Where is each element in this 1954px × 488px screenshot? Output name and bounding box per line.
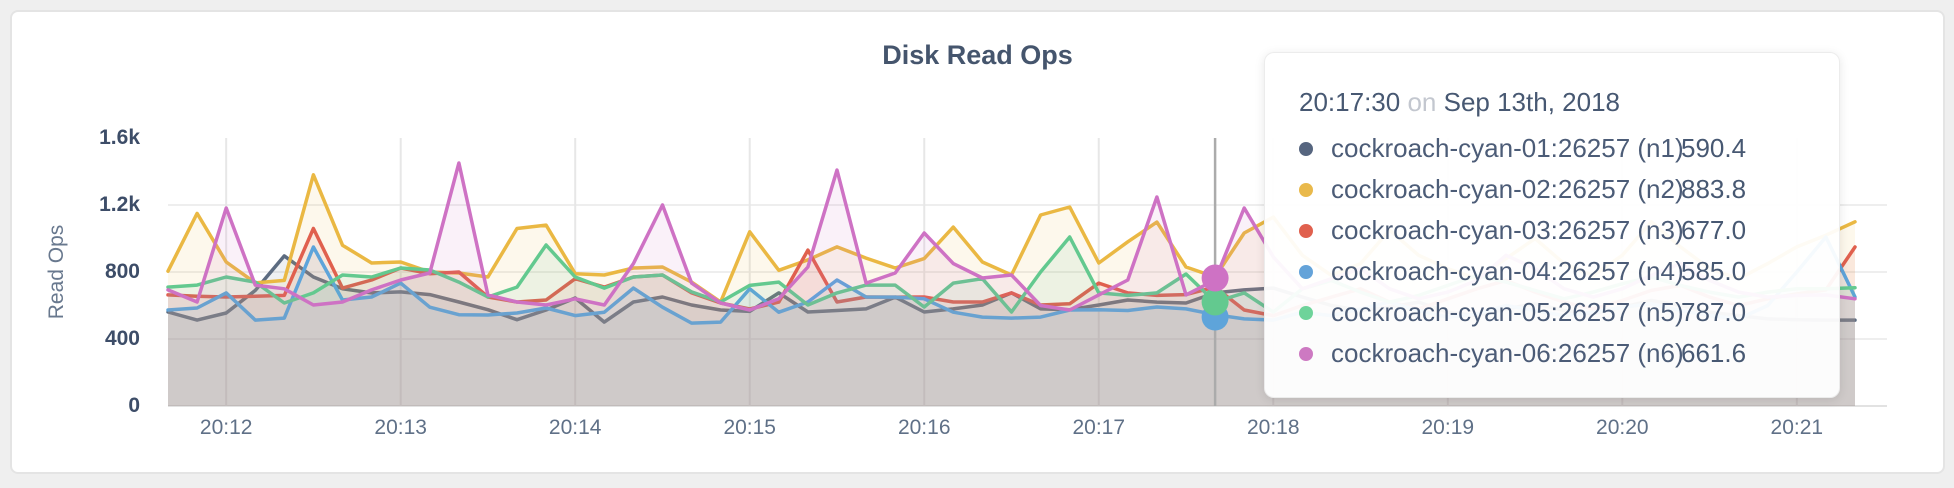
y-tick-label: 400 — [104, 327, 140, 350]
y-tick-label: 1.2k — [99, 193, 140, 216]
tooltip-series-row: cockroach-cyan-06:26257 (n6) 661.6 — [1299, 333, 1805, 374]
x-tick-label: 20:16 — [897, 416, 951, 439]
tooltip-series-row: cockroach-cyan-04:26257 (n4) 585.0 — [1299, 251, 1805, 292]
series-value: 787.0 — [1681, 297, 1747, 327]
x-tick-label: 20:21 — [1770, 416, 1824, 439]
y-tick-label: 1.6k — [99, 126, 140, 149]
tooltip-time: 20:17:30 — [1299, 87, 1401, 117]
series-name: cockroach-cyan-01:26257 (n1) — [1331, 133, 1684, 163]
series-color-dot — [1299, 305, 1313, 320]
tooltip-series-row: cockroach-cyan-02:26257 (n2) 883.8 — [1299, 169, 1805, 210]
series-name: cockroach-cyan-06:26257 (n6) — [1331, 338, 1684, 368]
series-color-dot — [1299, 141, 1313, 156]
tooltip-series-row: cockroach-cyan-01:26257 (n1) 590.4 — [1299, 128, 1805, 169]
tooltip-series-row: cockroach-cyan-03:26257 (n3) 677.0 — [1299, 210, 1805, 251]
series-value: 590.4 — [1681, 133, 1747, 163]
tooltip-date: Sep 13th, 2018 — [1443, 87, 1620, 117]
y-tick-label: 800 — [104, 260, 140, 283]
series-value: 585.0 — [1681, 256, 1747, 286]
tooltip-timestamp: 20:17:30 on Sep 13th, 2018 — [1299, 87, 1805, 118]
x-tick-label: 20:15 — [723, 416, 776, 439]
x-tick-label: 20:14 — [548, 416, 602, 439]
x-tick-label: 20:12 — [199, 416, 253, 439]
tooltip-conjunction: on — [1407, 87, 1437, 117]
series-name: cockroach-cyan-04:26257 (n4) — [1331, 256, 1684, 286]
series-name: cockroach-cyan-03:26257 (n3) — [1331, 215, 1684, 245]
tooltip-series-row: cockroach-cyan-05:26257 (n5) 787.0 — [1299, 292, 1805, 333]
series-value: 661.6 — [1681, 338, 1747, 368]
series-color-dot — [1299, 223, 1313, 238]
series-color-dot — [1299, 182, 1313, 197]
series-color-dot — [1299, 346, 1313, 361]
x-tick-label: 20:19 — [1421, 416, 1475, 439]
x-tick-label: 20:20 — [1596, 416, 1649, 439]
hover-point-n6[interactable] — [1201, 264, 1229, 292]
series-name: cockroach-cyan-02:26257 (n2) — [1331, 174, 1684, 204]
series-name: cockroach-cyan-05:26257 (n5) — [1331, 297, 1684, 327]
hover-point-n5[interactable] — [1201, 288, 1229, 316]
page-title: Disk Read Ops — [882, 40, 1073, 70]
series-color-dot — [1299, 264, 1313, 279]
x-tick-label: 20:17 — [1072, 416, 1126, 439]
hover-tooltip: 20:17:30 on Sep 13th, 2018 cockroach-cya… — [1264, 52, 1840, 398]
y-tick-label: 0 — [128, 394, 140, 417]
series-value: 677.0 — [1681, 215, 1747, 245]
x-tick-label: 20:13 — [374, 416, 427, 439]
x-tick-label: 20:18 — [1246, 416, 1300, 439]
series-value: 883.8 — [1681, 174, 1747, 204]
